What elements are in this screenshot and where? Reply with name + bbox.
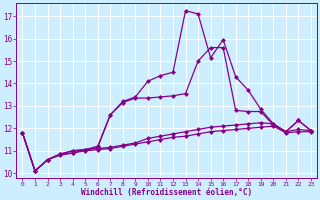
X-axis label: Windchill (Refroidissement éolien,°C): Windchill (Refroidissement éolien,°C) — [81, 188, 252, 197]
